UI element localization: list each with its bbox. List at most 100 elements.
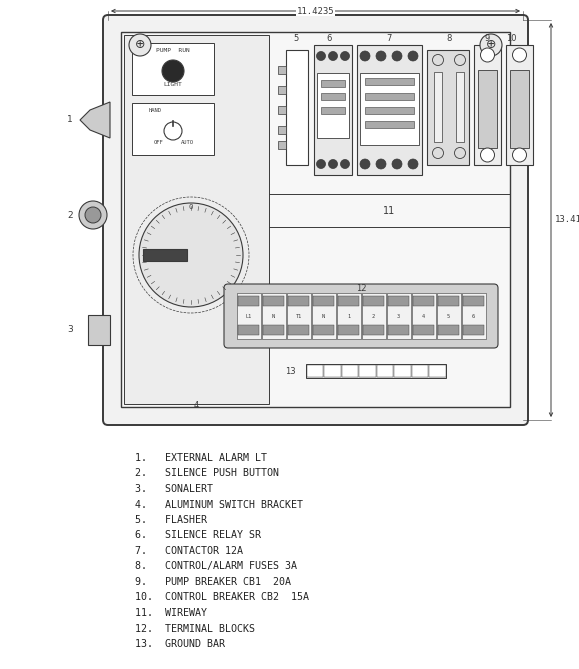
Bar [263, 325, 284, 335]
Text: 11.  WIREWAY: 11. WIREWAY [135, 608, 207, 618]
Bar [463, 296, 484, 306]
Text: 6: 6 [472, 314, 475, 320]
Text: 5.   FLASHER: 5. FLASHER [135, 515, 207, 525]
Bar [278, 86, 286, 94]
Text: 12.  TERMINAL BLOCKS: 12. TERMINAL BLOCKS [135, 624, 255, 634]
Text: 1.   EXTERNAL ALARM LT: 1. EXTERNAL ALARM LT [135, 453, 267, 463]
Bar [461, 293, 486, 339]
Circle shape [392, 159, 402, 169]
Bar [336, 293, 361, 339]
Text: 6.   SILENCE RELAY SR: 6. SILENCE RELAY SR [135, 531, 261, 541]
Bar [238, 296, 259, 306]
Bar [434, 72, 442, 142]
Circle shape [360, 159, 370, 169]
Bar [363, 325, 384, 335]
Bar [413, 296, 434, 306]
Circle shape [340, 52, 350, 60]
Bar [365, 107, 414, 114]
Bar [143, 249, 187, 261]
Text: 1: 1 [67, 116, 73, 124]
Circle shape [317, 159, 325, 169]
Circle shape [162, 60, 184, 82]
Bar [321, 107, 345, 114]
Bar [342, 365, 358, 377]
Text: 0: 0 [189, 204, 193, 210]
Bar [287, 293, 310, 339]
Text: 3: 3 [397, 314, 400, 320]
Bar [317, 73, 349, 138]
Bar [278, 106, 286, 114]
Bar [365, 78, 414, 85]
Bar [388, 296, 409, 306]
Bar [263, 296, 284, 306]
Circle shape [480, 34, 502, 56]
Circle shape [360, 51, 370, 61]
Circle shape [481, 48, 494, 62]
Bar [132, 103, 214, 155]
Text: ⊕: ⊕ [486, 39, 496, 52]
Bar [278, 126, 286, 134]
Text: T1: T1 [295, 314, 302, 320]
Bar [360, 73, 419, 145]
Circle shape [512, 48, 526, 62]
Circle shape [376, 159, 386, 169]
Circle shape [328, 52, 338, 60]
Text: 9.   PUMP BREAKER CB1  20A: 9. PUMP BREAKER CB1 20A [135, 577, 291, 587]
Text: 8: 8 [446, 34, 452, 43]
Bar [324, 365, 340, 377]
Bar [238, 325, 259, 335]
Text: 1: 1 [347, 314, 350, 320]
Bar [365, 121, 414, 128]
Bar [132, 43, 214, 95]
Bar [412, 293, 435, 339]
Bar [338, 325, 359, 335]
Circle shape [139, 203, 243, 307]
Text: AUTO: AUTO [181, 140, 193, 145]
Bar [376, 365, 393, 377]
Text: 10.  CONTROL BREAKER CB2  15A: 10. CONTROL BREAKER CB2 15A [135, 593, 309, 603]
Text: L1: L1 [245, 314, 252, 320]
Bar [387, 293, 411, 339]
Text: 9: 9 [485, 34, 490, 43]
Text: 5: 5 [447, 314, 450, 320]
Bar [88, 315, 110, 345]
Text: ⊕: ⊕ [135, 39, 145, 52]
Bar [394, 365, 411, 377]
Text: 7: 7 [386, 34, 391, 43]
FancyBboxPatch shape [224, 284, 498, 348]
Text: HAND: HAND [148, 108, 162, 113]
Circle shape [85, 207, 101, 223]
Polygon shape [80, 102, 110, 138]
Bar [478, 70, 497, 148]
Bar [388, 325, 409, 335]
Text: 6: 6 [327, 34, 332, 43]
Bar [236, 293, 261, 339]
Circle shape [376, 51, 386, 61]
Bar [338, 296, 359, 306]
Bar [365, 93, 414, 100]
Text: 8.   CONTROL/ALARM FUSES 3A: 8. CONTROL/ALARM FUSES 3A [135, 561, 297, 571]
Bar [510, 70, 529, 148]
Circle shape [481, 148, 494, 162]
FancyBboxPatch shape [103, 15, 528, 425]
Text: 3.   SONALERT: 3. SONALERT [135, 484, 213, 494]
Text: 2: 2 [67, 211, 73, 219]
Bar [357, 45, 422, 175]
Text: 12: 12 [356, 284, 367, 293]
Circle shape [340, 159, 350, 169]
Text: OFF: OFF [154, 140, 164, 145]
Text: 3: 3 [67, 326, 73, 334]
Bar [124, 35, 269, 404]
Bar [438, 296, 459, 306]
Text: 13: 13 [285, 367, 296, 375]
Bar [463, 325, 484, 335]
Bar [437, 293, 460, 339]
Text: 7.   CONTACTOR 12A: 7. CONTACTOR 12A [135, 546, 243, 556]
Circle shape [512, 148, 526, 162]
Bar [456, 72, 464, 142]
Bar [262, 293, 285, 339]
Bar [321, 80, 345, 87]
Text: 11.4235: 11.4235 [296, 7, 334, 15]
Bar [429, 365, 445, 377]
Bar [312, 293, 335, 339]
